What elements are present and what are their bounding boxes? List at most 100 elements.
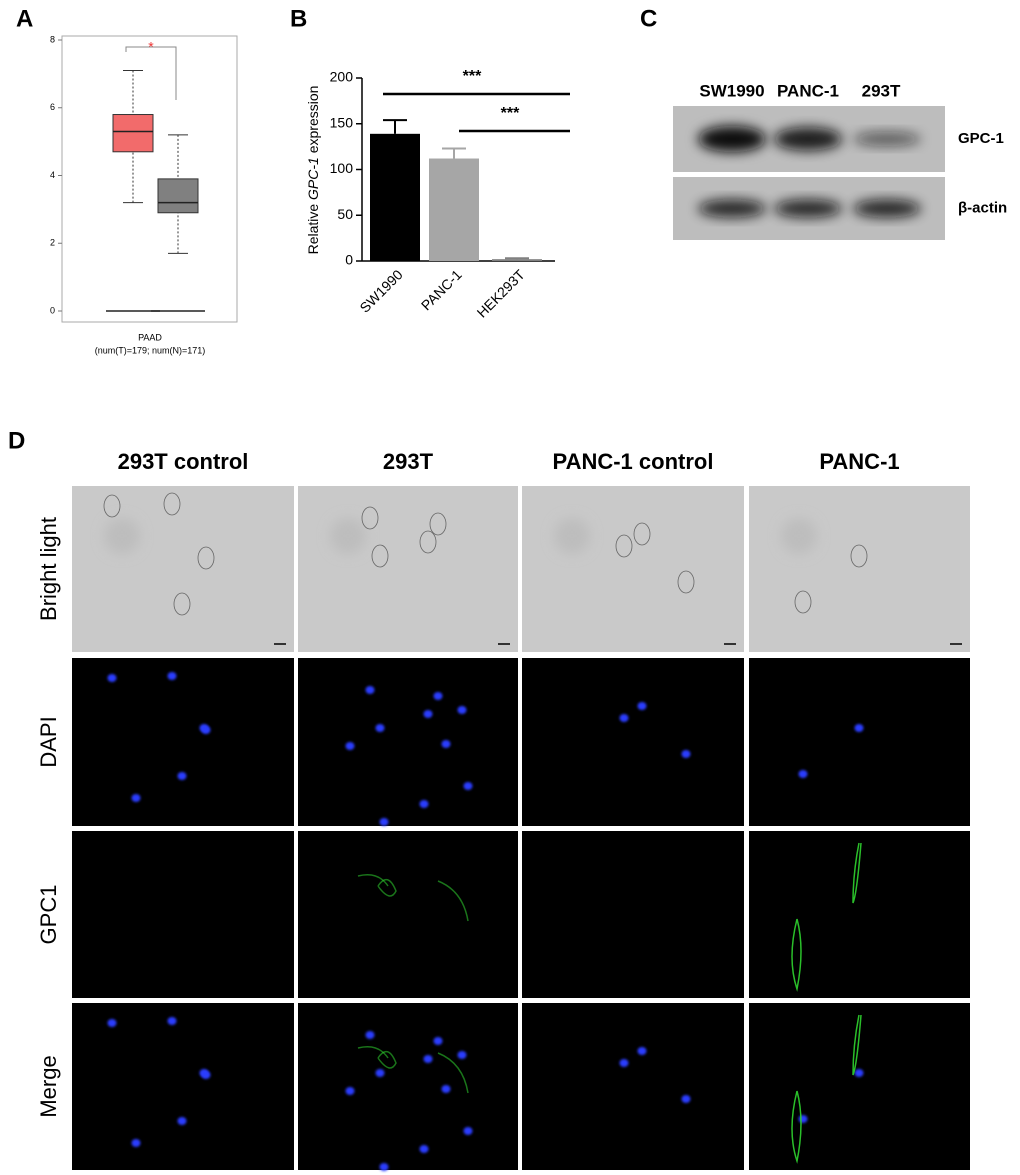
panel-label: B [290, 5, 307, 32]
nucleus [457, 706, 467, 714]
y-tick-label: 6 [50, 102, 55, 112]
row-label: β-actin [958, 199, 1007, 216]
bar [370, 133, 420, 261]
nucleus [177, 772, 187, 780]
nucleus [637, 1047, 647, 1055]
nucleus [637, 702, 647, 710]
cell-outline [633, 522, 651, 546]
row-label: Bright light [36, 517, 61, 621]
gpc1-signal [437, 880, 469, 922]
cell-outline [371, 544, 389, 568]
nucleus [463, 1127, 473, 1135]
cell-outline [615, 534, 633, 558]
micrograph [298, 658, 518, 826]
micrograph [72, 658, 294, 826]
row-label: DAPI [36, 716, 61, 767]
micrograph-bg [522, 658, 744, 826]
micrograph [749, 831, 970, 998]
nucleus [131, 1139, 141, 1147]
nucleus [619, 1059, 629, 1067]
nucleus [379, 1163, 389, 1171]
micrograph [72, 831, 294, 998]
micrograph-bg [72, 658, 294, 826]
column-label: PANC-1 [819, 449, 899, 474]
nucleus [167, 672, 177, 680]
micrograph [72, 486, 294, 652]
significance: * [148, 39, 154, 55]
cell-outline [419, 530, 437, 554]
gpc1-signal [357, 1046, 389, 1059]
lane-label: SW1990 [699, 81, 764, 100]
row-label: Merge [36, 1055, 61, 1117]
row-label: GPC1 [36, 885, 61, 945]
panel-label: A [16, 5, 33, 32]
y-tick-label: 4 [50, 170, 55, 180]
y-tick-label: 2 [50, 238, 55, 248]
blot-band [853, 199, 921, 218]
nucleus [375, 724, 385, 732]
micrograph [298, 486, 518, 652]
column-label: PANC-1 control [553, 449, 714, 474]
nucleus [107, 674, 117, 682]
cell-outline [197, 546, 215, 570]
cell-outline [163, 492, 181, 516]
cell-outline [429, 512, 447, 536]
gpc1-signal [437, 1052, 469, 1094]
artifact [781, 518, 817, 554]
y-axis-label: Relative GPC-1 expression [305, 86, 321, 255]
nucleus [433, 1037, 443, 1045]
nucleus [167, 1017, 177, 1025]
panel-label: C [640, 5, 657, 32]
micrograph-bg [522, 486, 744, 652]
nucleus [375, 1069, 385, 1077]
nucleus [441, 740, 451, 748]
cell-outline [850, 544, 868, 568]
nucleus [419, 800, 429, 808]
significance: *** [501, 105, 520, 122]
nucleus [345, 1087, 355, 1095]
micrograph [522, 1003, 744, 1170]
micrograph [749, 486, 970, 652]
y-tick-label: 8 [50, 34, 55, 44]
nucleus [107, 1019, 117, 1027]
y-axis-label-part: Relative [305, 200, 321, 254]
gpc1-signal [791, 1090, 802, 1164]
cell-outline [677, 570, 695, 594]
blot-band [774, 127, 842, 151]
micrograph [72, 1003, 294, 1170]
nucleus [798, 1115, 808, 1123]
micrograph [298, 831, 518, 998]
micrograph-bg [72, 1003, 294, 1170]
nucleus [419, 1145, 429, 1153]
x-tick-label: SW1990 [356, 266, 405, 315]
micrograph [522, 831, 744, 998]
artifact [104, 518, 140, 554]
gpc1-signal [357, 874, 389, 887]
annotation: (num(T)=179; num(N)=171) [95, 345, 206, 355]
micrograph-bg [749, 486, 970, 652]
cell-outline [173, 592, 191, 616]
micrograph [298, 1003, 518, 1171]
nucleus [345, 742, 355, 750]
nucleus [199, 724, 209, 732]
y-axis-label-part: GPC-1 [305, 157, 321, 200]
micrograph-bg [522, 831, 744, 998]
category-label: PAAD [138, 332, 162, 342]
nucleus [365, 686, 375, 694]
y-tick-label: 0 [50, 305, 55, 315]
significance: *** [463, 68, 482, 85]
box [112, 114, 154, 153]
bar [429, 158, 479, 261]
nucleus [681, 1095, 691, 1103]
column-label: 293T control [118, 449, 249, 474]
nucleus [798, 770, 808, 778]
blot-band [698, 199, 766, 218]
nucleus [441, 1085, 451, 1093]
y-tick-label: 0 [345, 252, 353, 268]
y-tick-label: 100 [330, 160, 354, 176]
nucleus [457, 1051, 467, 1059]
micrograph-bg [749, 658, 970, 826]
y-tick-label: 200 [330, 69, 354, 85]
blot-band [853, 131, 921, 147]
